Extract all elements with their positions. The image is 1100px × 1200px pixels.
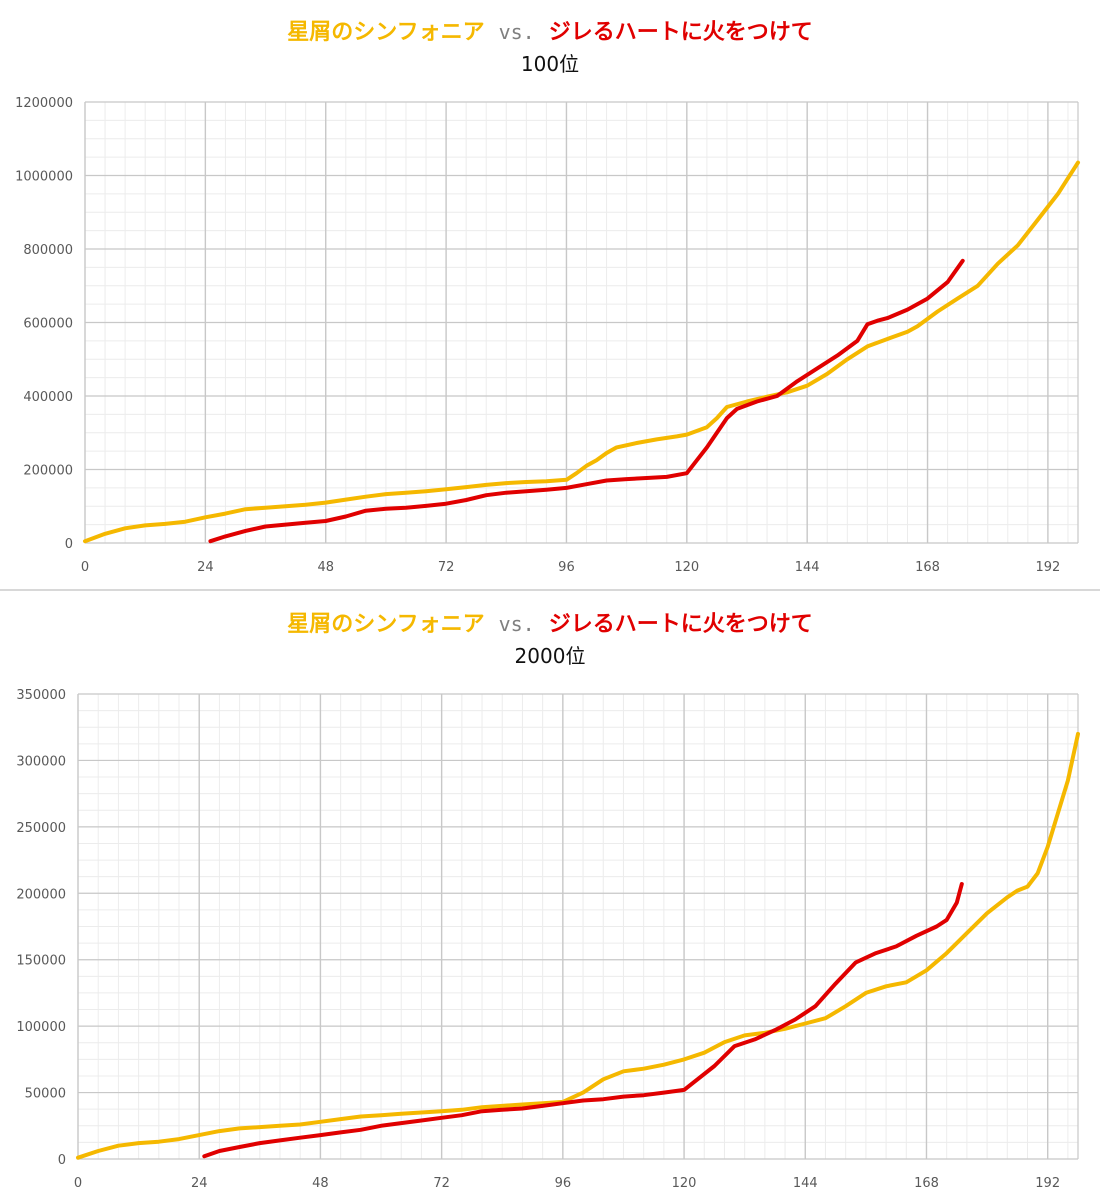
title-series-b: ジレるハートに火をつけて (548, 20, 813, 45)
x-tick-label: 72 (438, 560, 455, 575)
y-tick-label: 1000000 (15, 170, 73, 185)
y-tick-label: 100000 (16, 1020, 66, 1035)
x-tick-label: 96 (555, 1176, 572, 1191)
line-chart-bottom: 0 50000 100000 150000 200000 250000 300000 3500… (16, 688, 1080, 1191)
x-tick-label: 192 (1035, 560, 1060, 575)
y-tick-label: 0 (58, 1153, 66, 1168)
title-series-a: 星屑のシンフォニア (287, 612, 485, 637)
line-chart-top: 0 200000 400000 600000 800000 1000000 1200000 0… (15, 96, 1080, 575)
x-tick-label: 168 (914, 1176, 939, 1191)
x-tick-label: 0 (81, 560, 89, 575)
chart-subtitle: 2000位 (514, 644, 586, 668)
y-tick-label: 1200000 (15, 96, 73, 111)
y-tick-label: 800000 (23, 243, 73, 258)
major-grid (84, 101, 1079, 544)
minor-grid (77, 693, 1078, 1160)
series-line-b (202, 882, 964, 1159)
chart-panel-top: 星屑のシンフォニア vs. ジレるハートに火をつけて 100位 0 200000 400… (0, 0, 1100, 590)
title-vs: vs. (498, 20, 535, 44)
x-tick-label: 192 (1035, 1176, 1060, 1191)
x-tick-label: 168 (915, 560, 940, 575)
x-tick-label: 48 (317, 560, 334, 575)
series-line-a (76, 731, 1080, 1160)
y-tick-label: 50000 (25, 1087, 66, 1102)
x-tick-label: 24 (191, 1176, 208, 1191)
x-tick-label: 144 (795, 560, 820, 575)
x-tick-label: 144 (793, 1176, 818, 1191)
major-grid (77, 693, 1079, 1160)
y-tick-label: 150000 (16, 954, 66, 969)
x-tick-label: 24 (197, 560, 214, 575)
series-line-a (83, 160, 1080, 544)
title-vs: vs. (498, 612, 535, 636)
panel-divider (0, 589, 1100, 591)
y-tick-label: 400000 (23, 390, 73, 405)
y-tick-label: 200000 (23, 464, 73, 479)
y-tick-label: 250000 (16, 821, 66, 836)
x-tick-label: 120 (672, 1176, 697, 1191)
chart-title: 星屑のシンフォニア vs. ジレるハートに火をつけて (0, 14, 1100, 46)
x-tick-label: 96 (558, 560, 575, 575)
y-tick-label: 350000 (16, 688, 66, 703)
series-line-b (208, 258, 965, 544)
title-series-a: 星屑のシンフォニア (287, 20, 485, 45)
y-tick-label: 600000 (23, 317, 73, 332)
chart-panel-bottom: 星屑のシンフォニア vs. ジレるハートに火をつけて 2000位 0 50000 100… (0, 592, 1100, 1200)
x-tick-label: 0 (74, 1176, 82, 1191)
x-tick-label: 120 (674, 560, 699, 575)
y-tick-label: 0 (65, 537, 73, 552)
y-tick-label: 300000 (16, 754, 66, 769)
y-tick-label: 200000 (16, 887, 66, 902)
x-tick-label: 48 (312, 1176, 329, 1191)
chart-subtitle: 100位 (520, 52, 580, 76)
chart-title: 星屑のシンフォニア vs. ジレるハートに火をつけて (0, 606, 1100, 638)
x-tick-label: 72 (433, 1176, 450, 1191)
title-series-b: ジレるハートに火をつけて (548, 612, 813, 637)
